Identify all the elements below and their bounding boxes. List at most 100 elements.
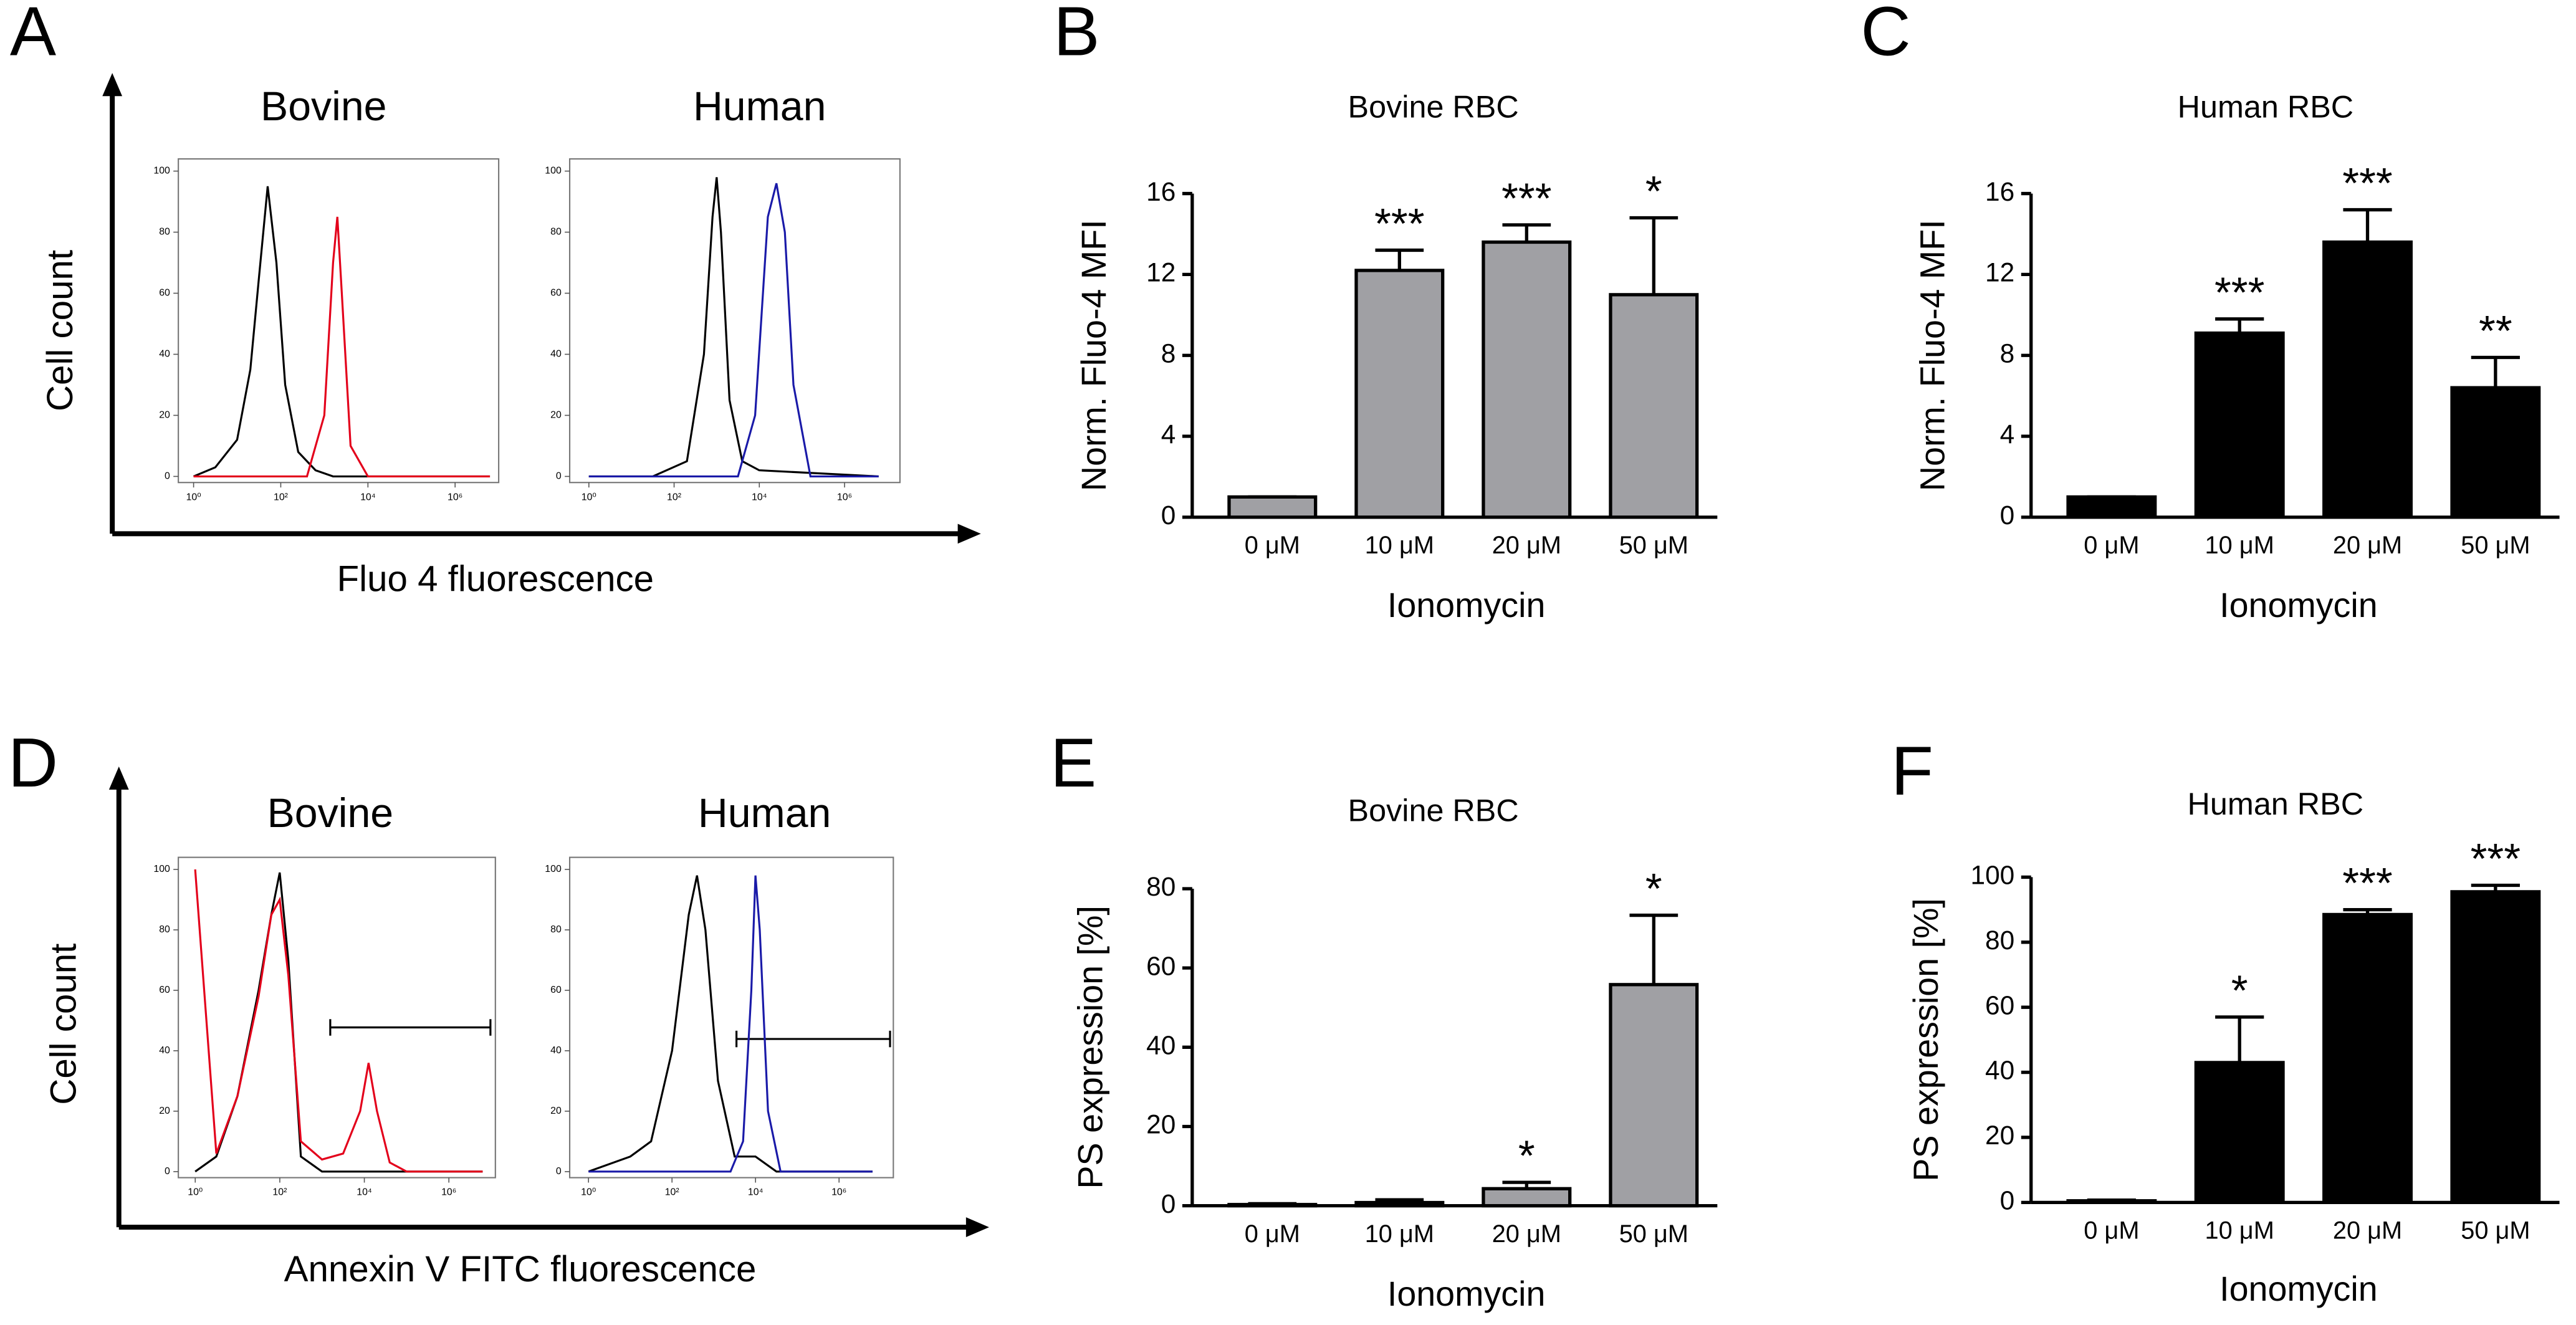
significance: *** xyxy=(2214,269,2264,317)
y-tick-label: 20 xyxy=(550,1106,562,1116)
y-tick-label: 0 xyxy=(165,471,170,482)
significance: *** xyxy=(2471,835,2521,883)
bar xyxy=(1609,983,1699,1208)
y-tick-label: 20 xyxy=(159,1106,170,1116)
x-tick-label: 10 μM xyxy=(2205,532,2274,559)
significance: *** xyxy=(2342,859,2392,907)
y-tick-label: 4 xyxy=(2000,419,2015,449)
arrowhead xyxy=(957,524,981,544)
x-tick-label: 10⁶ xyxy=(831,1187,846,1198)
x-tick-label: 10² xyxy=(272,1187,287,1198)
bar xyxy=(2322,912,2413,1204)
panel-letter: D xyxy=(8,724,58,801)
y-tick-label: 60 xyxy=(159,288,170,299)
bar xyxy=(1482,240,1572,519)
y-tick-label: 80 xyxy=(159,924,170,935)
x-tick-label: 20 μM xyxy=(2333,1217,2402,1245)
x-tick-label: 50 μM xyxy=(2461,1217,2530,1245)
chart-title: Bovine RBC xyxy=(1348,89,1519,125)
y-axis-label: PS expression [%] xyxy=(1071,906,1110,1189)
x-tick-label: 0 μM xyxy=(2084,1217,2139,1245)
x-axis-label: Ionomycin xyxy=(2219,586,2378,624)
x-axis-label: Fluo 4 fluorescence xyxy=(337,559,654,600)
x-axis-label: Ionomycin xyxy=(1387,1275,1546,1313)
x-tick-label: 10⁰ xyxy=(186,492,201,502)
y-tick-label: 80 xyxy=(1985,926,2014,955)
significance: * xyxy=(1645,865,1662,913)
y-tick-label: 100 xyxy=(545,864,562,874)
arrowhead xyxy=(108,766,129,790)
x-tick-label: 50 μM xyxy=(1619,1220,1688,1248)
histogram-curve xyxy=(588,183,879,478)
chart-title: Human RBC xyxy=(2178,89,2353,125)
y-tick-label: 0 xyxy=(2000,1186,2015,1215)
y-tick-label: 60 xyxy=(159,985,170,995)
histogram-curve xyxy=(588,875,873,1173)
x-tick-label: 10² xyxy=(665,1187,679,1198)
panel-letter: B xyxy=(1053,0,1099,70)
y-tick-label: 100 xyxy=(1971,861,2015,890)
subplot-title: Bovine xyxy=(261,84,386,130)
y-tick-label: 20 xyxy=(1146,1110,1175,1139)
y-tick-label: 40 xyxy=(1985,1056,2014,1085)
subplot-title: Human xyxy=(693,84,826,130)
x-tick-label: 10⁰ xyxy=(581,1187,596,1198)
x-tick-label: 10⁰ xyxy=(188,1187,203,1198)
subplot-title: Human xyxy=(698,790,831,836)
bar xyxy=(1482,1187,1572,1208)
y-tick-label: 100 xyxy=(153,864,170,874)
bar xyxy=(1609,293,1699,519)
x-axis-label: Annexin V FITC fluorescence xyxy=(284,1249,757,1289)
significance: *** xyxy=(1501,175,1551,222)
plot-frame xyxy=(178,856,496,1179)
y-tick-label: 4 xyxy=(1161,419,1176,449)
x-tick-label: 10⁶ xyxy=(837,492,852,502)
y-tick-label: 0 xyxy=(1161,500,1176,530)
x-tick-label: 0 μM xyxy=(2084,532,2139,559)
bar xyxy=(2066,1199,2157,1204)
bar xyxy=(1354,269,1445,519)
x-tick-label: 10⁶ xyxy=(441,1187,456,1198)
y-tick-label: 20 xyxy=(159,410,170,421)
y-tick-label: 60 xyxy=(1146,951,1175,980)
y-tick-label: 0 xyxy=(556,1166,562,1177)
y-tick-label: 0 xyxy=(1161,1189,1176,1218)
y-tick-label: 100 xyxy=(153,166,170,176)
y-tick-label: 40 xyxy=(159,1045,170,1056)
y-axis-label: PS expression [%] xyxy=(1907,898,1945,1181)
x-tick-label: 10⁴ xyxy=(748,1187,764,1198)
histogram-curve xyxy=(194,869,483,1173)
y-tick-label: 12 xyxy=(1146,258,1175,287)
histogram-curve xyxy=(193,186,491,478)
subplot-title: Bovine xyxy=(267,790,393,836)
histogram-curve xyxy=(193,216,491,478)
bar xyxy=(2450,890,2541,1204)
y-tick-label: 0 xyxy=(556,471,562,482)
y-axis-label: Norm. Fluo-4 MFI xyxy=(1913,219,1952,491)
plot-frame xyxy=(568,158,901,484)
plot-frame xyxy=(568,856,894,1179)
x-axis-label: Ionomycin xyxy=(1387,586,1546,624)
y-tick-label: 16 xyxy=(1985,177,2014,206)
significance: * xyxy=(1518,1132,1535,1180)
y-axis-label: Cell count xyxy=(43,944,84,1105)
y-tick-label: 0 xyxy=(165,1166,170,1177)
y-tick-label: 100 xyxy=(545,166,562,176)
panel-letter: A xyxy=(10,0,56,70)
x-tick-label: 0 μM xyxy=(1245,532,1300,559)
x-tick-label: 10⁰ xyxy=(582,492,596,502)
arrowhead xyxy=(102,73,123,97)
y-tick-label: 40 xyxy=(159,349,170,360)
x-tick-label: 20 μM xyxy=(1492,532,1561,559)
x-tick-label: 20 μM xyxy=(2333,532,2402,559)
y-tick-label: 16 xyxy=(1146,177,1175,206)
x-tick-label: 50 μM xyxy=(2461,532,2530,559)
bar xyxy=(2322,240,2413,519)
bar xyxy=(2450,386,2541,519)
histogram-curve xyxy=(588,875,873,1173)
bar xyxy=(1227,495,1318,519)
bar xyxy=(1354,1200,1445,1208)
x-tick-label: 20 μM xyxy=(1492,1220,1561,1248)
x-tick-label: 10⁴ xyxy=(752,492,767,502)
